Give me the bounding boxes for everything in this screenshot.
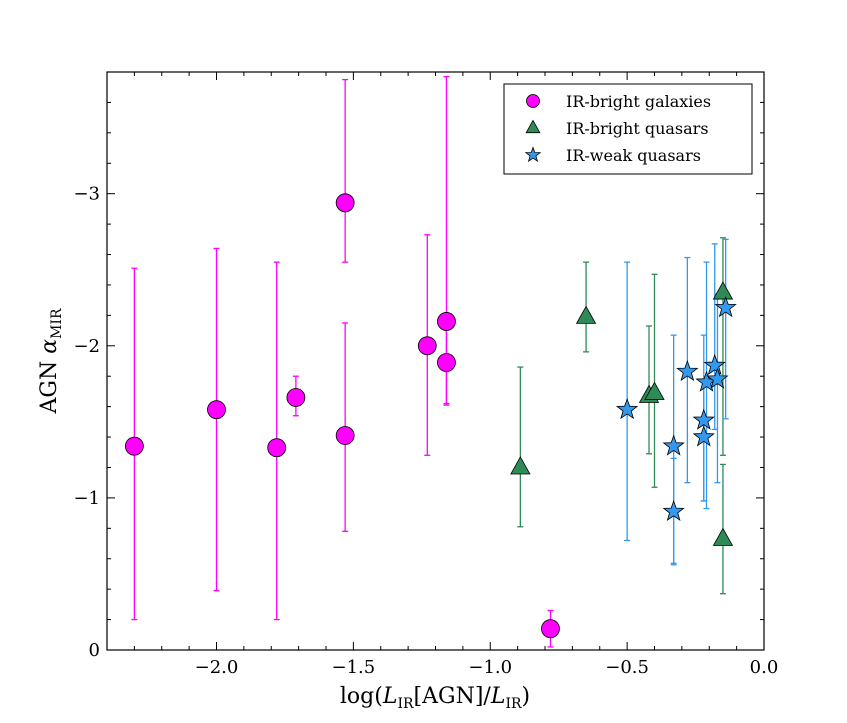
- data-point-star-2-4: [692, 408, 715, 430]
- x-tick-label: −2.0: [195, 657, 239, 678]
- x-axis-label: log(LIR[AGN]/LIR): [340, 684, 530, 712]
- data-point-triangle-1-1: [575, 305, 597, 324]
- data-point-circle-0-7: [437, 312, 456, 331]
- markers-layer: [124, 193, 737, 639]
- legend-label: IR-weak quasars: [566, 146, 701, 165]
- legend-marker-star: [524, 146, 542, 163]
- data-point-circle-0-8: [437, 353, 456, 372]
- x-tick-label: −1.0: [468, 657, 512, 678]
- data-point-star-2-3: [676, 359, 699, 382]
- data-point-star-2-8: [706, 367, 729, 389]
- data-point-circle-0-6: [417, 336, 437, 356]
- legend-items: IR-bright galaxies IR-bright quasars IR-we…: [524, 92, 711, 165]
- plot-frame: [106, 71, 765, 651]
- y-tick-label: 0: [89, 640, 100, 661]
- data-point-circle-0-9: [541, 619, 560, 639]
- data-point-triangle-1-5: [712, 527, 734, 546]
- data-point-triangle-1-3: [644, 381, 665, 400]
- legend-marker-circle: [526, 94, 540, 108]
- y-tick-label: −3: [73, 184, 100, 205]
- data-point-triangle-1-4: [712, 281, 734, 300]
- data-point-circle-0-3: [286, 388, 306, 407]
- data-point-circle-0-4: [335, 193, 355, 213]
- x-tick-label: 0.0: [750, 657, 779, 678]
- x-tick-label: −0.5: [605, 657, 649, 678]
- ticks-layer: −2.0 −1.5 −1.0 −0.5 0.0 0 −1 −2 −3: [73, 72, 778, 678]
- data-point-triangle-1-0: [510, 456, 531, 475]
- y-tick-label: −1: [73, 488, 100, 509]
- data-point-star-2-0: [616, 397, 639, 420]
- legend-label: IR-bright galaxies: [566, 92, 711, 111]
- data-point-star-2-7: [703, 353, 726, 376]
- data-point-star-2-1: [662, 434, 685, 456]
- data-point-circle-0-2: [267, 438, 287, 458]
- legend-box: [503, 83, 753, 175]
- data-point-star-2-9: [714, 296, 737, 318]
- legend-marker-triangle: [525, 119, 541, 134]
- legend-label: IR-bright quasars: [566, 119, 709, 138]
- data-point-circle-0-0: [124, 436, 144, 456]
- data-point-star-2-2: [662, 499, 685, 522]
- x-tick-label: −1.5: [332, 657, 376, 678]
- legend: IR-bright galaxies IR-bright quasars IR-we…: [503, 83, 753, 175]
- y-tick-label: −2: [73, 336, 100, 357]
- data-point-circle-0-1: [207, 400, 226, 420]
- data-point-circle-0-5: [335, 426, 355, 445]
- data-point-star-2-5: [692, 425, 715, 447]
